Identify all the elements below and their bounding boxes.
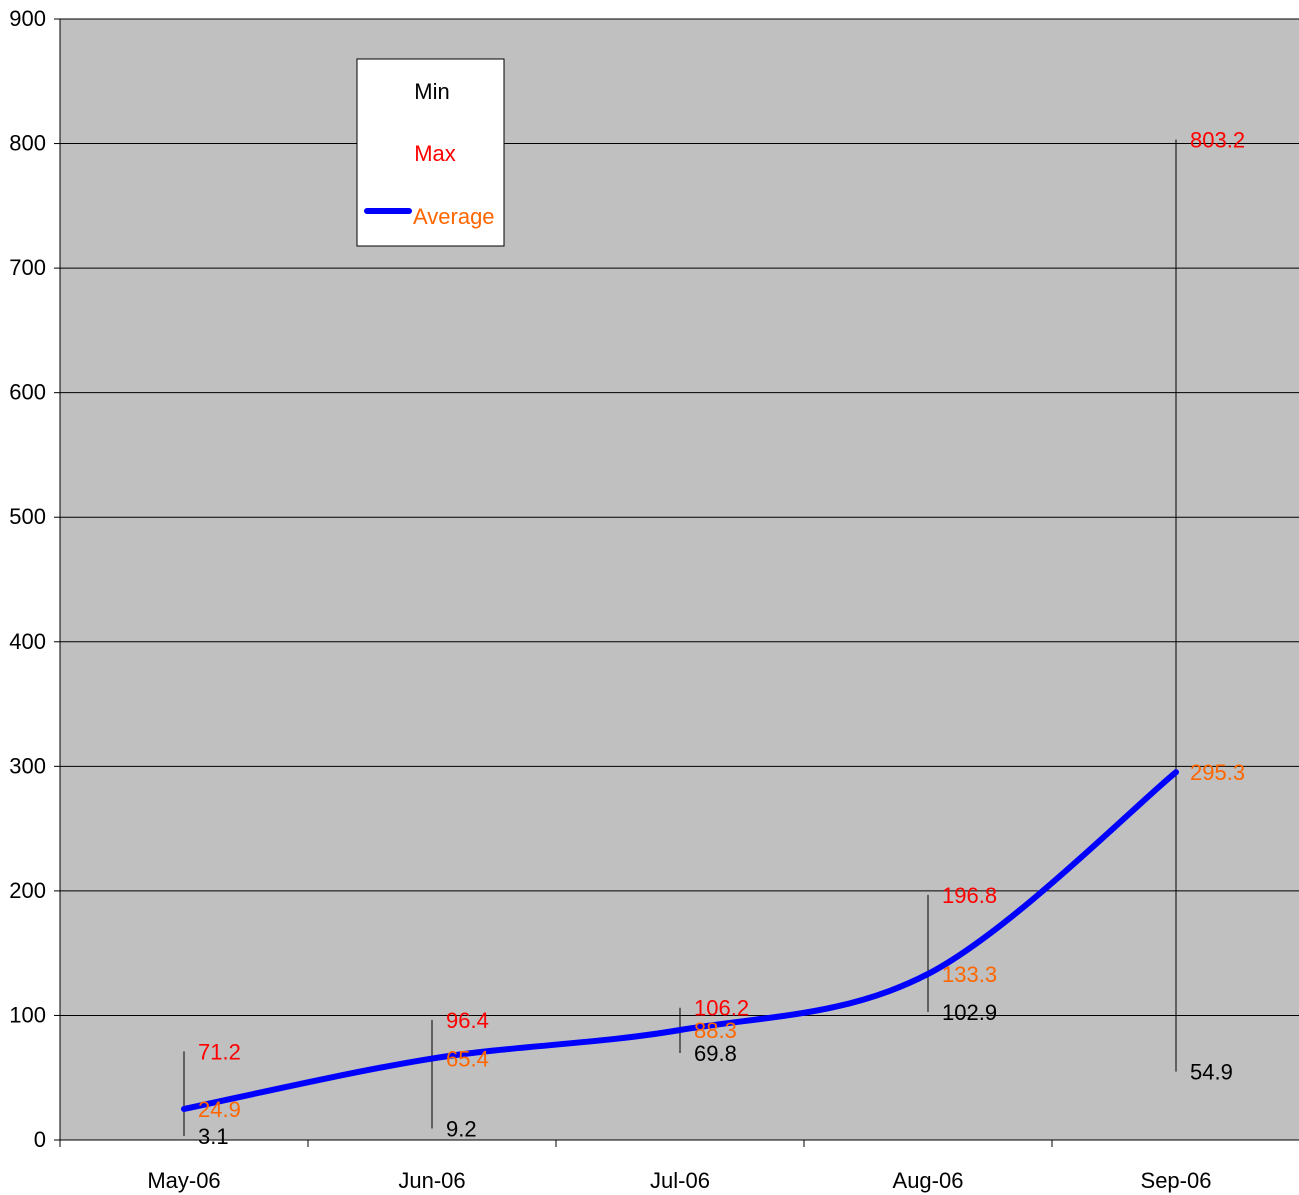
x-axis-tick-labels: May-06 Jun-06 Jul-06 Aug-06 Sep-06 [147, 1168, 1211, 1193]
x-tick-label: Jun-06 [398, 1168, 465, 1193]
axes [54, 18, 1299, 1147]
y-axis-tick-labels: 0 100 200 300 400 500 600 700 800 900 [9, 6, 46, 1152]
min-value-label: 3.1 [198, 1124, 229, 1149]
min-value-label: 102.9 [942, 1000, 997, 1025]
legend-label-max: Max [414, 141, 456, 166]
y-tick-label: 500 [9, 504, 46, 529]
y-tick-label: 0 [34, 1127, 46, 1152]
min-value-label: 54.9 [1190, 1060, 1233, 1085]
average-line [181, 769, 1179, 1112]
legend-label-average: Average [413, 204, 495, 229]
max-value-label: 96.4 [446, 1008, 489, 1033]
y-tick-label: 800 [9, 131, 46, 156]
y-tick-label: 600 [9, 380, 46, 405]
x-tick-label: Aug-06 [893, 1168, 964, 1193]
legend: Min Max Average [356, 58, 505, 247]
x-tick-label: Jul-06 [650, 1168, 710, 1193]
legend-label-min: Min [414, 79, 449, 104]
legend-box [356, 58, 505, 247]
x-tick-label: Sep-06 [1141, 1168, 1212, 1193]
gridlines [60, 18, 1299, 1016]
average-value-label: 295.3 [1190, 760, 1245, 785]
y-tick-label: 400 [9, 629, 46, 654]
y-tick-label: 300 [9, 753, 46, 778]
max-value-label: 196.8 [942, 883, 997, 908]
plot-area [60, 19, 1299, 1140]
min-value-label: 9.2 [446, 1117, 477, 1142]
max-value-label: 71.2 [198, 1039, 241, 1064]
y-tick-label: 200 [9, 878, 46, 903]
average-value-label: 65.4 [446, 1047, 489, 1072]
average-value-label: 133.3 [942, 962, 997, 987]
average-series [181, 769, 1179, 1112]
max-value-label: 803.2 [1190, 128, 1245, 153]
high-low-lines [183, 139, 1177, 1137]
min-value-label: 69.8 [694, 1041, 737, 1066]
y-tick-label: 700 [9, 255, 46, 280]
data-labels: 71.2 24.93.1 96.4 65.4 9.2 106.288.369.8 196.8… [198, 128, 1245, 1150]
y-tick-label: 900 [9, 6, 46, 31]
x-tick-label: May-06 [147, 1168, 220, 1193]
average-value-label: 88.3 [694, 1018, 737, 1043]
y-tick-label: 100 [9, 1002, 46, 1027]
max-value-label: 106.2 [694, 996, 749, 1021]
average-value-label: 24.9 [198, 1097, 241, 1122]
